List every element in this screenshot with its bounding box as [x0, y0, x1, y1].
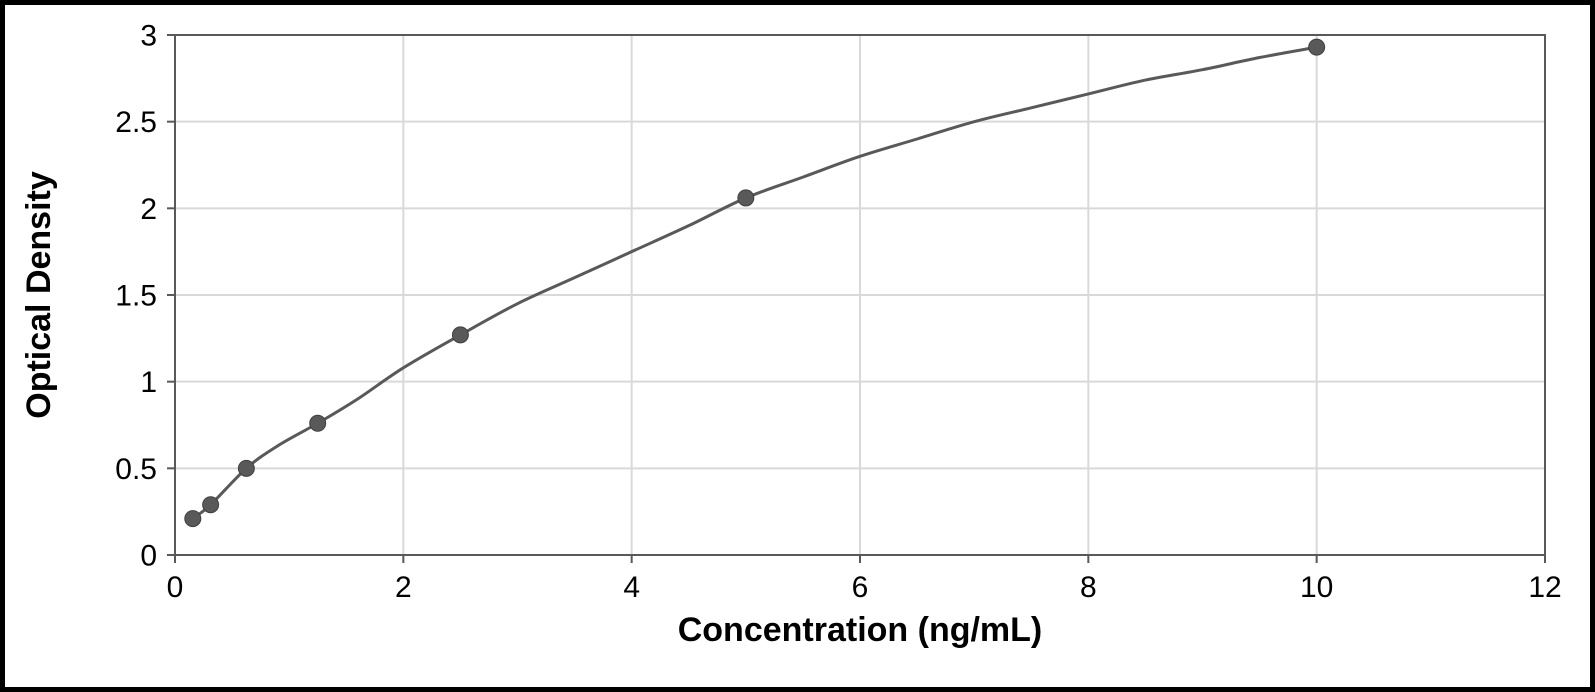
data-marker	[452, 327, 468, 343]
chart-frame: 0 2 4 6 8 10 12 0 0.5 1 1.5 2 2.5 3 Concentration (ng/…	[0, 0, 1595, 692]
x-tick-label: 0	[167, 571, 184, 604]
x-axis-label: Concentration (ng/mL)	[678, 611, 1043, 649]
x-tick-label: 4	[623, 571, 640, 604]
y-tick-label: 1.5	[115, 280, 157, 313]
x-tick-label: 2	[395, 571, 412, 604]
x-tick-label: 12	[1528, 571, 1561, 604]
y-tick-label: 2.5	[115, 106, 157, 139]
data-marker	[310, 415, 326, 431]
y-tick-label: 1	[140, 366, 157, 399]
x-tick-label: 10	[1300, 571, 1333, 604]
data-marker	[185, 511, 201, 527]
y-tick-label: 0.5	[115, 453, 157, 486]
data-marker	[1309, 39, 1325, 55]
y-tick-label: 2	[140, 193, 157, 226]
chart-svg: 0 2 4 6 8 10 12 0 0.5 1 1.5 2 2.5 3 Concentration (ng/…	[5, 5, 1590, 687]
chart-background	[5, 5, 1590, 687]
data-marker	[738, 190, 754, 206]
y-tick-label: 0	[140, 540, 157, 573]
y-tick-label: 3	[140, 20, 157, 53]
data-marker	[203, 497, 219, 513]
data-marker	[238, 460, 254, 476]
x-tick-label: 8	[1080, 571, 1097, 604]
x-tick-label: 6	[852, 571, 869, 604]
y-axis-label: Optical Density	[20, 171, 58, 419]
